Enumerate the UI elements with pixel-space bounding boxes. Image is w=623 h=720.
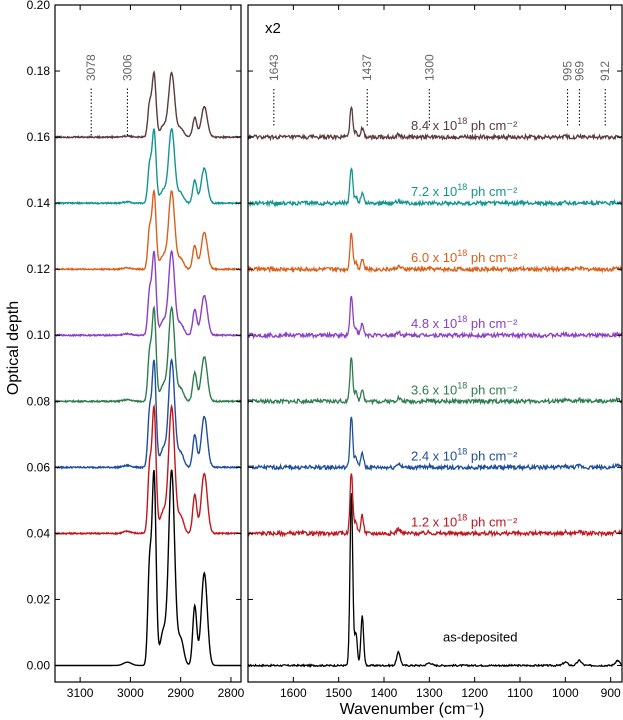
- series-label-exponent: 18: [457, 182, 467, 192]
- series-line-right-3.6: [247, 357, 623, 406]
- series-label-main: 7.2 x 10: [411, 184, 457, 199]
- peak-label-3078: 3078: [84, 54, 98, 81]
- series-label-main: 8.4 x 10: [411, 118, 457, 133]
- y-tick-label: 0.00: [27, 658, 51, 672]
- peak-label-3006: 3006: [120, 54, 134, 81]
- x-tick-label: 1300: [416, 686, 443, 700]
- series-label-6.0: 6.0 x 1018 ph cm⁻²: [411, 248, 518, 265]
- series-line-right-as-deposited: [247, 493, 623, 668]
- x-tick-label: 900: [601, 686, 621, 700]
- series-label-main: 1.2 x 10: [411, 514, 457, 529]
- series-line-left-8.4: [54, 70, 242, 140]
- x-tick-label: 3000: [117, 686, 144, 700]
- y-axis-title: Optical depth: [5, 301, 22, 395]
- series-label-exponent: 18: [457, 380, 467, 390]
- peak-label-969: 969: [572, 61, 586, 81]
- y-tick-label: 0.14: [27, 196, 51, 210]
- series-label-1.2: 1.2 x 1018 ph cm⁻²: [411, 512, 518, 529]
- y-tick-label: 0.10: [27, 328, 51, 342]
- left-panel: 3078 3006: [54, 54, 242, 667]
- x-tick-label: 3100: [67, 686, 94, 700]
- series-label-unit: ph cm⁻²: [467, 448, 518, 463]
- series-label-exponent: 18: [457, 116, 467, 126]
- x-tick-label: 1600: [280, 686, 307, 700]
- left-frame: [54, 4, 242, 683]
- series-label-main: 3.6 x 10: [411, 382, 457, 397]
- series-label-unit: ph cm⁻²: [467, 184, 518, 199]
- series-label-exponent: 18: [457, 248, 467, 258]
- series-label-main: 2.4 x 10: [411, 448, 457, 463]
- series-label-3.6: 3.6 x 1018 ph cm⁻²: [411, 380, 518, 397]
- series-line-right-8.4: [247, 105, 623, 142]
- series-line-left-4.8: [54, 249, 242, 338]
- series-label-unit: ph cm⁻²: [467, 514, 518, 529]
- series-line-left-2.4: [54, 358, 242, 470]
- series-line-right-6.0: [247, 232, 623, 274]
- series-label-unit: ph cm⁻²: [467, 118, 518, 133]
- x-tick-label: 1400: [371, 686, 398, 700]
- y-tick-label: 0.02: [27, 592, 51, 606]
- peak-label-1300: 1300: [422, 54, 436, 81]
- peak-label-1643: 1643: [267, 54, 281, 81]
- x-tick-label: 1000: [552, 686, 579, 700]
- peak-label-912: 912: [598, 61, 612, 81]
- x-tick-label: 1500: [325, 686, 352, 700]
- series-label-exponent: 18: [457, 314, 467, 324]
- series-label-unit: ph cm⁻²: [467, 316, 518, 331]
- series-line-right-7.2: [247, 167, 623, 208]
- x-tick-label: 1100: [507, 686, 533, 700]
- series-label-8.4: 8.4 x 1018 ph cm⁻²: [411, 116, 518, 133]
- x-axis-title: Wavenumber (cm⁻¹): [340, 701, 485, 718]
- right-frame: [247, 4, 623, 683]
- peak-label-995: 995: [561, 61, 575, 81]
- series-label-main: 6.0 x 10: [411, 250, 457, 265]
- series-line-left-as-deposited: [55, 469, 241, 667]
- y-tick-label: 0.20: [27, 0, 51, 12]
- axes-layer: 0.00 0.02 0.04 0.06 0.08 0.10 0.12 0.14 0.16 0.18…: [27, 0, 623, 700]
- series-line-left-3.6: [54, 305, 242, 404]
- series-label-unit: ph cm⁻²: [467, 382, 518, 397]
- series-label-main: as-deposited: [443, 630, 517, 645]
- y-tick-label: 0.18: [27, 64, 51, 78]
- y-tick-label: 0.12: [27, 262, 51, 276]
- series-label-4.8: 4.8 x 1018 ph cm⁻²: [411, 314, 518, 331]
- series-label-exponent: 18: [457, 446, 467, 456]
- peak-label-1437: 1437: [360, 54, 374, 81]
- series-label-2.4: 2.4 x 1018 ph cm⁻²: [411, 446, 518, 463]
- y-tick-label: 0.06: [27, 460, 51, 474]
- series-label-main: 4.8 x 10: [411, 316, 457, 331]
- series-line-right-1.2: [247, 473, 623, 538]
- series-label-exponent: 18: [457, 512, 467, 522]
- y-tick-label: 0.16: [27, 130, 51, 144]
- series-line-left-6.0: [54, 188, 242, 272]
- series-line-right-2.4: [247, 416, 623, 472]
- series-label-unit: ph cm⁻²: [467, 250, 518, 265]
- x-tick-label: 2800: [218, 686, 245, 700]
- series-label-7.2: 7.2 x 1018 ph cm⁻²: [411, 182, 518, 199]
- y-tick-label: 0.04: [27, 526, 51, 540]
- series-line-left-7.2: [54, 127, 242, 206]
- series-line-left-1.2: [54, 403, 242, 536]
- series-label-as-deposited: as-deposited: [443, 630, 517, 645]
- series-line-right-4.8: [247, 295, 623, 340]
- scale-note: x2: [265, 20, 281, 37]
- x-tick-label: 2900: [167, 686, 194, 700]
- y-tick-label: 0.08: [27, 394, 51, 408]
- x-tick-label: 1200: [461, 686, 488, 700]
